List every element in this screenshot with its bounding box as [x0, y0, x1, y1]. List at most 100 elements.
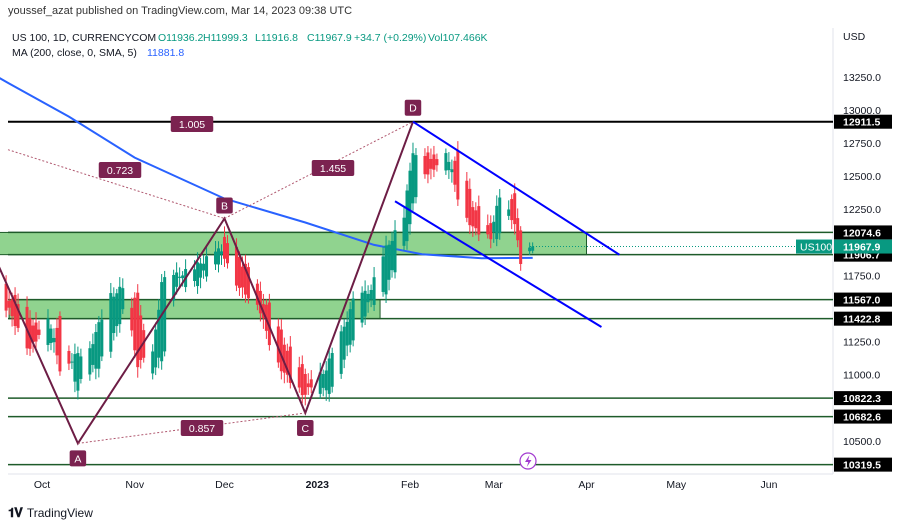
- candle-body: [109, 293, 113, 352]
- fib-ratio-label-0-bg: [98, 162, 142, 178]
- candle-body: [7, 300, 11, 308]
- candle-body: [31, 325, 35, 343]
- time-axis[interactable]: Oct Nov Dec 2023 Feb Mar Apr May Jun: [34, 479, 778, 491]
- candle-body: [76, 353, 80, 391]
- candle-body: [327, 358, 331, 394]
- candle-body: [348, 309, 352, 345]
- candle-body: [267, 302, 271, 346]
- y-tick-label-4: 12250.0: [843, 204, 881, 216]
- candle-body: [13, 294, 17, 327]
- candle-body: [193, 269, 197, 281]
- candle-body: [432, 154, 436, 170]
- level-price-tag-6[interactable]: [834, 409, 892, 424]
- candle-body: [435, 159, 439, 166]
- candle-body: [4, 283, 8, 311]
- candle-body: [202, 263, 206, 271]
- candle-body: [240, 266, 244, 288]
- candle-body: [444, 153, 448, 171]
- candle-body: [255, 283, 259, 305]
- candle-body: [79, 356, 83, 379]
- support-zone-1: [8, 299, 381, 320]
- x-tick-label-3: 2023: [306, 479, 330, 491]
- y-tick-label-8: 10500.0: [843, 436, 881, 448]
- candle-body: [52, 337, 56, 343]
- candle-body: [330, 353, 334, 387]
- candle-body: [172, 274, 176, 301]
- legend-value-3: C11967.9: [307, 32, 352, 44]
- last-price-tag[interactable]: [834, 239, 892, 254]
- candle-body: [423, 156, 427, 175]
- level-price-tag-4[interactable]: [834, 311, 892, 326]
- candle-body: [163, 277, 167, 352]
- level-price-text-1: 12074.6: [843, 227, 881, 239]
- y-tick-label-6: 11250.0: [843, 337, 880, 349]
- channel-upper-line: [412, 120, 620, 256]
- last-price-text: 11967.9: [843, 242, 881, 254]
- publisher-caption: youssef_azat published on TradingView.co…: [8, 5, 353, 17]
- x-tick-label-5: Mar: [485, 479, 504, 491]
- level-price-tag-5[interactable]: [834, 391, 892, 406]
- candle-body: [507, 209, 511, 216]
- price-axis[interactable]: 12911.512074.611906.711567.011422.810822…: [796, 72, 892, 472]
- fib-ratio-label-1: 1.455: [320, 163, 346, 175]
- tradingview-logo-icon: 𝟏𝐕: [8, 505, 23, 520]
- level-price-tag-0[interactable]: [834, 114, 892, 129]
- level-price-tag-1[interactable]: [834, 225, 892, 240]
- candle-body: [381, 256, 385, 292]
- ma-line: [0, 77, 533, 260]
- candle-body: [351, 298, 355, 341]
- candle-body: [97, 322, 101, 369]
- candle-body: [136, 292, 140, 368]
- candle-body: [88, 348, 92, 375]
- candles-layer: [4, 141, 535, 406]
- candle-body: [342, 326, 346, 360]
- candle-body: [157, 309, 161, 358]
- symbol-title: US 100, 1D, CURRENCYCOM: [12, 32, 156, 44]
- candle-body: [130, 307, 134, 331]
- candle-body: [321, 373, 325, 388]
- candle-body: [414, 155, 418, 198]
- level-price-tag-3[interactable]: [834, 292, 892, 307]
- candle-body: [453, 160, 457, 185]
- level-price-text-3: 11567.0: [843, 295, 881, 307]
- candle-body: [217, 248, 221, 265]
- x-tick-label-8: Jun: [761, 479, 778, 491]
- candle-body: [276, 326, 280, 363]
- point-label-b-bg: [216, 197, 233, 214]
- candle-body: [16, 304, 20, 328]
- fib-ratio-label-2: 0.857: [189, 423, 215, 435]
- candle-body: [471, 207, 475, 227]
- candle-body: [372, 277, 376, 305]
- candle-body: [34, 322, 38, 342]
- candle-body: [121, 288, 125, 310]
- candle-body: [447, 161, 451, 171]
- currency-label: USD: [843, 31, 866, 43]
- lightning-icon[interactable]: [519, 452, 537, 470]
- channel-layer: [394, 120, 620, 328]
- y-tick-label-5: 11750.0: [843, 270, 880, 282]
- candle-body: [214, 251, 218, 265]
- candle-body: [429, 158, 433, 169]
- level-price-tag-7[interactable]: [834, 457, 892, 472]
- candle-body: [339, 331, 343, 374]
- candle-body: [285, 350, 289, 375]
- candle-body: [133, 297, 137, 351]
- candle-body: [366, 293, 370, 303]
- level-price-text-0: 12911.5: [843, 117, 881, 129]
- candle-body: [306, 383, 310, 388]
- candle-body: [279, 329, 283, 372]
- candle-body: [495, 205, 499, 240]
- x-tick-label-0: Oct: [34, 479, 50, 491]
- candle-body: [486, 225, 490, 235]
- y-tick-label-2: 12750.0: [843, 138, 881, 150]
- candle-body: [181, 275, 185, 279]
- candle-body: [49, 328, 53, 343]
- candle-body: [318, 372, 322, 394]
- candle-body: [411, 153, 415, 204]
- candle-body: [70, 361, 74, 363]
- candle-body: [151, 351, 155, 374]
- symbol-tag[interactable]: [796, 239, 832, 254]
- candle-body: [94, 332, 98, 369]
- fib-ratio-label-1-bg: [311, 160, 355, 176]
